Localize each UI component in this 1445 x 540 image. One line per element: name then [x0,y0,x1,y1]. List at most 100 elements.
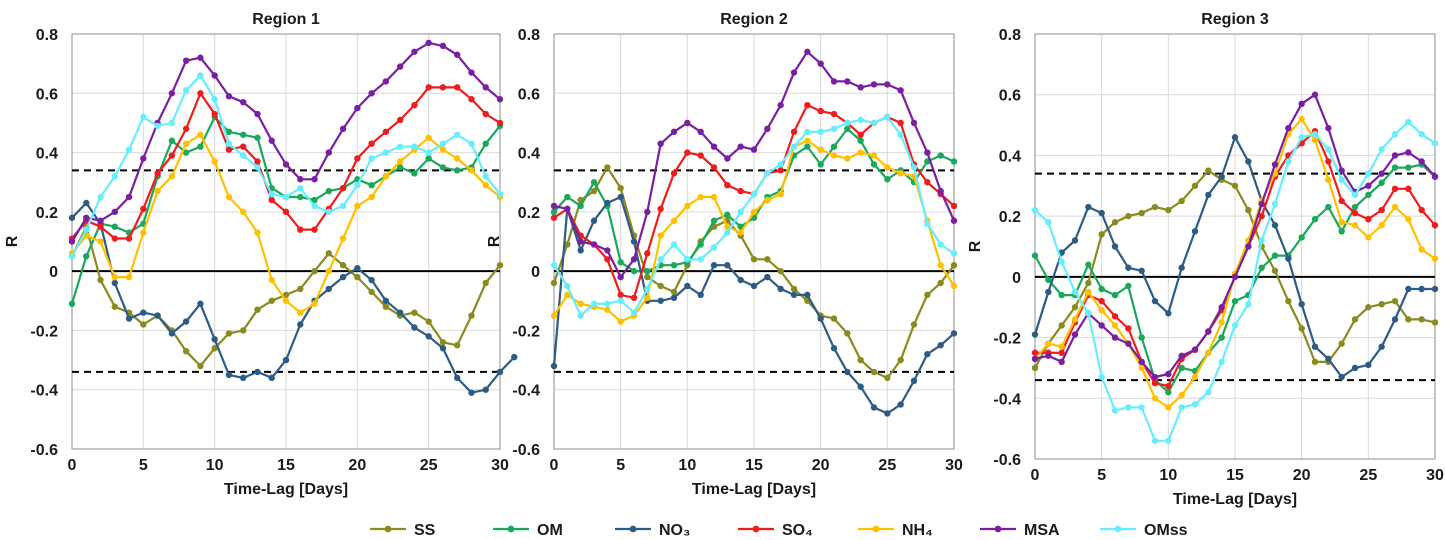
data-point [724,229,731,236]
data-point [790,285,798,293]
y-tick-label: 0.8 [518,27,540,44]
data-point [225,140,233,147]
data-point [1378,300,1385,308]
data-point [1431,140,1439,147]
data-point [182,318,190,325]
data-point [1125,325,1132,332]
data-point [950,250,958,257]
data-point [1391,316,1399,323]
legend-label: NO₃ [659,522,690,539]
data-point [564,241,571,248]
data-point [468,96,475,103]
data-point [1405,164,1412,171]
data-point [777,167,784,174]
data-point [425,318,432,325]
data-point [684,256,691,263]
data-point [790,291,798,299]
data-point [577,312,584,319]
data-point [154,122,161,130]
legend-label: SO₄ [782,522,813,539]
data-point [468,167,475,174]
data-point [68,300,76,307]
data-point [924,291,931,299]
data-point [790,143,798,150]
data-point [1231,297,1239,305]
data-point [68,214,76,221]
data-point [657,282,664,290]
x-tick-label: 30 [491,457,509,474]
data-point [496,96,504,103]
data-point [468,69,475,76]
data-point [154,312,161,319]
data-point [644,250,651,257]
data-point [425,155,432,162]
data-point [125,273,133,281]
data-point [577,238,584,245]
data-point [750,282,758,290]
data-point [657,205,664,213]
data-point [354,273,361,281]
data-point [168,137,176,144]
data-point [97,223,104,230]
data-point [254,158,261,165]
data-point [339,125,347,133]
data-point [804,291,811,299]
chart-title: Region 3 [1201,11,1269,28]
data-point [817,60,824,67]
data-point [439,42,447,50]
data-point [1031,349,1039,356]
data-point [482,181,489,189]
data-point [604,306,611,313]
data-point [225,193,233,201]
data-point [1271,161,1279,168]
data-point [1311,130,1319,138]
data-point [382,128,390,136]
data-point [339,184,347,192]
data-point [697,291,704,299]
y-tick-label: -0.4 [30,383,58,400]
y-tick-label: 0 [531,264,540,281]
data-point [282,356,290,364]
data-point [1071,304,1079,311]
data-point [97,238,104,245]
data-point [282,291,290,299]
data-point [182,347,190,355]
series-no3 [550,193,958,417]
data-point [777,190,784,198]
x-tick-label: 15 [745,457,763,474]
data-point [1338,167,1345,174]
data-point [1271,222,1279,229]
legend-label: OMss [1144,522,1188,539]
data-point [1111,322,1119,329]
x-tick-label: 5 [139,457,148,474]
data-point [297,226,304,233]
data-point [1191,373,1199,381]
data-point [411,170,418,177]
data-point [140,229,147,236]
data-point [1418,246,1425,253]
data-point [657,256,664,263]
data-point [339,262,347,269]
series-no3 [68,199,518,396]
data-point [1351,191,1359,199]
data-point [1218,319,1225,326]
data-point [1031,206,1039,214]
data-point [670,128,678,136]
data-point [1391,130,1399,138]
legend-swatch-marker [629,525,637,533]
data-point [496,190,504,198]
data-point [830,110,838,118]
data-point [425,134,432,141]
data-point [897,170,904,177]
data-point [425,149,432,156]
data-point [617,259,624,266]
data-point [777,285,784,293]
data-point [197,72,204,79]
data-point [168,90,176,97]
data-point [83,226,90,233]
data-point [168,330,176,337]
legend-swatch-marker [872,525,880,533]
data-point [1365,304,1372,311]
data-point [710,262,718,269]
data-point [240,327,247,334]
